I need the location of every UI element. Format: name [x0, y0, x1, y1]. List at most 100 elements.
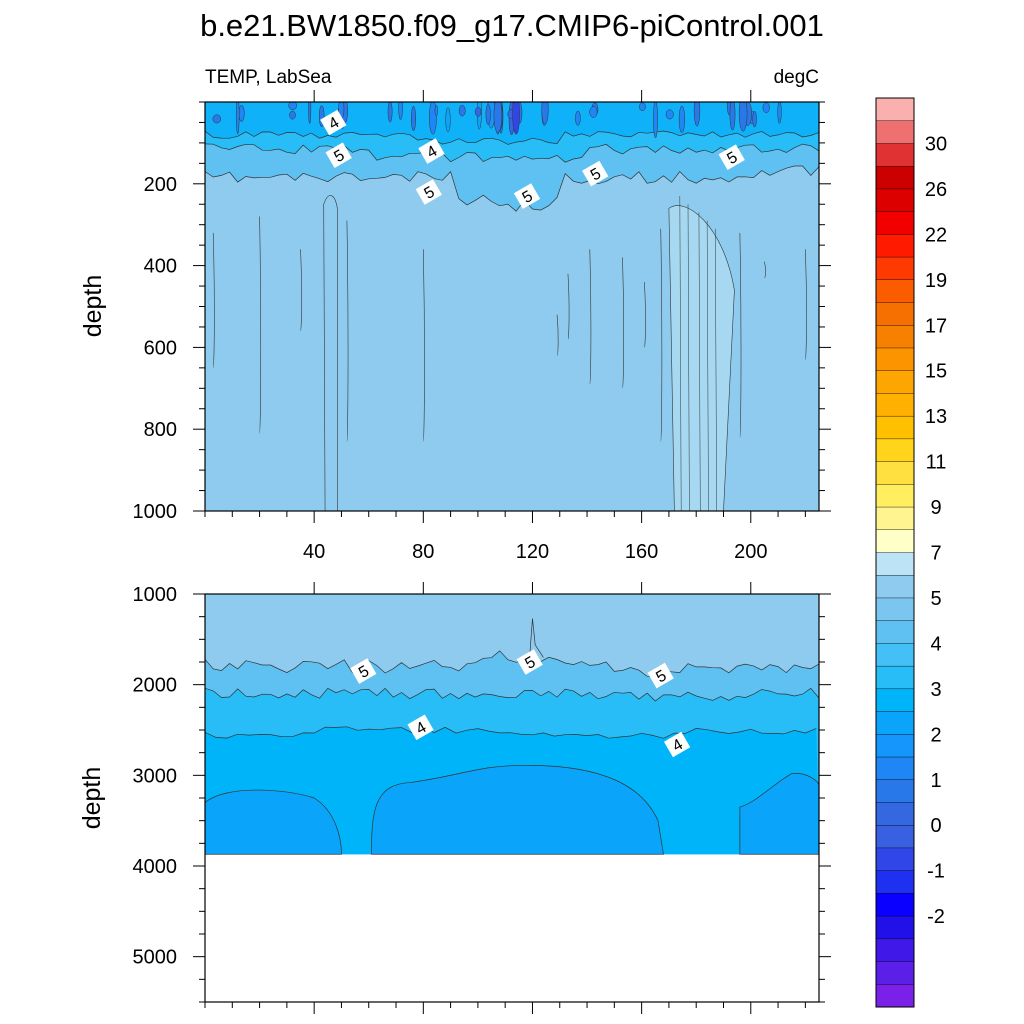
colorbar-swatch	[875, 847, 915, 872]
colorbar-label: 17	[925, 315, 947, 337]
upper-cold-cell	[288, 102, 297, 111]
upper-contour-label: 5	[582, 160, 609, 187]
lower-y-axis-title: depth	[78, 767, 106, 830]
colorbar-label: 30	[925, 133, 947, 155]
upper-contour-sliver	[706, 220, 709, 511]
lower-contour-spike	[529, 618, 544, 658]
upper-cold-cell	[738, 102, 748, 132]
upper-contour-sliver	[715, 228, 717, 511]
upper-cold-cell	[411, 105, 416, 132]
colorbar-swatch	[875, 938, 915, 963]
lower-contour-label: 5	[647, 662, 674, 689]
chart-title: b.e21.BW1850.f09_g17.CMIP6-piControl.001	[200, 8, 824, 43]
colorbar-label: 5	[930, 588, 941, 610]
colorbar-swatch	[875, 325, 915, 349]
colorbar-label: 15	[925, 361, 947, 383]
colorbar-swatch	[875, 97, 915, 122]
upper-contour-sliver	[423, 249, 425, 442]
upper-left-label: TEMP, LabSea	[205, 67, 332, 88]
upper-contour-sliver	[567, 273, 570, 340]
upper-cold-cell	[729, 102, 736, 131]
upper-y-tick-label: 1000	[133, 501, 178, 523]
colorbar-swatch	[875, 893, 915, 917]
lower-bottom-cold-region	[205, 789, 342, 855]
colorbar-swatch	[875, 529, 915, 554]
upper-contour-sliver	[660, 228, 663, 442]
colorbar-swatch	[875, 302, 915, 326]
colorbar-swatch	[875, 256, 915, 281]
upper-y-tick-label: 800	[144, 419, 177, 441]
lower-tick-marks: 1000 2000 3000 4000 5000	[133, 582, 831, 1014]
colorbar-label: 11	[926, 452, 947, 474]
lower-y-tick-label: 1000	[133, 584, 178, 606]
colorbar-swatch	[875, 347, 915, 372]
colorbar-swatch	[875, 620, 915, 644]
upper-contour-sliver	[698, 212, 701, 511]
upper-cold-cell	[289, 110, 296, 120]
lower-contour-line	[205, 687, 819, 702]
contour-label-box	[582, 160, 609, 187]
colorbar-swatch	[875, 575, 915, 599]
upper-panel: TEMP, LabSea degC 200 400 600 800 1000 40 80 12…	[79, 67, 831, 563]
upper-x-tick-label: 40	[303, 541, 325, 563]
colorbar-swatch	[875, 415, 915, 440]
colorbar-label: 4	[930, 633, 941, 655]
colorbar-swatch	[875, 734, 915, 758]
upper-cold-cell	[653, 102, 658, 139]
colorbar-label: 13	[925, 406, 947, 428]
lower-contour-label: 5	[516, 649, 543, 675]
upper-y-tick-label: 400	[144, 256, 177, 278]
upper-cold-cell	[445, 107, 451, 132]
colorbar-swatch	[875, 165, 915, 190]
upper-contour-sliver	[805, 249, 807, 360]
contour-label-box	[418, 138, 445, 164]
colorbar-swatch	[875, 370, 915, 394]
upper-contour-sliver	[300, 249, 302, 332]
colorbar-label: -1	[927, 861, 945, 883]
upper-cold-cell	[308, 102, 312, 124]
contour-label-box	[415, 179, 442, 205]
colorbar-swatch	[875, 825, 915, 849]
colorbar-swatch	[875, 779, 915, 803]
lower-contour-label: 4	[663, 731, 691, 758]
upper-contour-label: 5	[415, 179, 442, 205]
colorbar-label: 19	[925, 270, 947, 292]
contour-label-box	[718, 144, 745, 170]
upper-contour-sliver	[764, 261, 766, 279]
upper-cold-cell	[575, 110, 581, 126]
colorbar: 30 26 22 19 17 15 13 11 9 7 5 4 3 2 1 0 -1 -2	[875, 97, 947, 1008]
colorbar-label: 3	[930, 679, 941, 701]
upper-cold-cell	[589, 106, 598, 118]
colorbar-frame	[875, 97, 915, 1008]
colorbar-swatch	[875, 870, 915, 894]
upper-contour-sliver	[346, 220, 349, 442]
colorbar-swatch	[875, 211, 915, 235]
upper-contour-sliver	[739, 232, 742, 438]
contour-label-box	[350, 658, 377, 684]
upper-cold-cell	[762, 102, 770, 113]
lower-temperature-field	[205, 594, 819, 855]
upper-contour-sliver	[556, 314, 559, 356]
colorbar-label: 22	[925, 224, 947, 246]
colorbar-swatch	[875, 438, 915, 463]
lower-y-tick-label: 4000	[133, 856, 178, 878]
colorbar-label: 26	[925, 179, 947, 201]
upper-cold-cell	[387, 102, 393, 123]
colorbar-swatch	[875, 393, 915, 417]
lower-bottom-cold-region	[739, 772, 819, 855]
upper-contour-label: 4	[418, 138, 445, 164]
contour-label-box	[516, 649, 543, 675]
contour-label-box	[407, 714, 434, 741]
colorbar-swatch	[875, 711, 915, 735]
colorbar-swatch	[875, 552, 915, 576]
upper-cold-cell	[235, 102, 240, 135]
upper-cold-cell	[474, 107, 482, 117]
upper-cold-cell	[398, 102, 403, 120]
contour-label-box	[663, 731, 691, 758]
lower-y-tick-label: 2000	[133, 675, 178, 697]
upper-contour-sliver	[644, 281, 646, 348]
upper-cold-cell	[212, 114, 222, 124]
upper-contour-sliver	[622, 257, 624, 389]
upper-contour-sliver	[679, 196, 682, 511]
